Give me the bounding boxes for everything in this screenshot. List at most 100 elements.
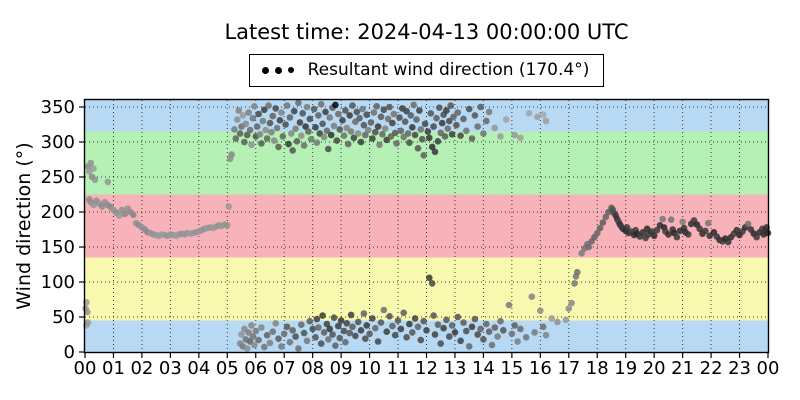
scatter-point bbox=[443, 107, 450, 114]
scatter-point bbox=[322, 108, 329, 116]
scatter-point bbox=[259, 117, 267, 125]
x-tick-label: 15 bbox=[500, 358, 523, 379]
scatter-point bbox=[326, 325, 334, 333]
scatter-point bbox=[483, 320, 490, 328]
scatter-point bbox=[335, 110, 342, 118]
scatter-point bbox=[446, 333, 453, 340]
scatter-point bbox=[347, 311, 355, 319]
scatter-point bbox=[380, 306, 388, 314]
scatter-point bbox=[418, 135, 426, 143]
scatter-point bbox=[362, 131, 369, 139]
scatter-point bbox=[87, 159, 94, 167]
scatter-point bbox=[84, 319, 92, 326]
scatter-point bbox=[659, 215, 666, 223]
scatter-point bbox=[236, 130, 244, 137]
scatter-point bbox=[426, 134, 433, 142]
scatter-point bbox=[269, 328, 277, 336]
scatter-point bbox=[428, 143, 436, 151]
scatter-point bbox=[269, 112, 277, 120]
scatter-point bbox=[225, 203, 232, 210]
scatter-point bbox=[468, 135, 476, 142]
scatter-point bbox=[283, 323, 291, 331]
scatter-point bbox=[448, 322, 456, 329]
scatter-point bbox=[411, 315, 419, 322]
scatter-point bbox=[389, 322, 396, 330]
scatter-point bbox=[380, 106, 388, 114]
scatter-point bbox=[360, 121, 368, 129]
scatter-point bbox=[514, 338, 521, 345]
scatter-point bbox=[578, 250, 585, 257]
scatter-point bbox=[306, 115, 314, 123]
scatter-point bbox=[243, 131, 251, 139]
chart-title: Latest time: 2024-04-13 00:00:00 UTC bbox=[224, 20, 629, 44]
scatter-point bbox=[491, 324, 499, 331]
scatter-point bbox=[249, 114, 257, 122]
scatter-point bbox=[528, 293, 536, 301]
scatter-point bbox=[386, 313, 393, 320]
scatter-point bbox=[234, 116, 241, 123]
scatter-point bbox=[91, 176, 99, 184]
scatter-point bbox=[679, 218, 686, 226]
scatter-point bbox=[275, 335, 282, 343]
x-tick-label: 10 bbox=[358, 358, 381, 379]
scatter-point bbox=[377, 113, 385, 121]
scatter-point bbox=[353, 108, 361, 116]
scatter-point bbox=[390, 110, 398, 118]
scatter-point bbox=[319, 120, 326, 128]
scatter-point bbox=[325, 145, 332, 153]
scatter-point bbox=[317, 340, 325, 347]
legend: Resultant wind direction (170.4°) bbox=[85, 54, 768, 87]
scatter-point bbox=[485, 328, 493, 336]
scatter-point bbox=[404, 130, 412, 137]
scatter-point bbox=[491, 124, 499, 132]
scatter-point bbox=[511, 322, 518, 329]
scatter-point bbox=[406, 139, 413, 146]
scatter-point bbox=[272, 105, 280, 112]
scatter-point bbox=[255, 110, 262, 118]
scatter-point bbox=[444, 125, 452, 132]
scatter-point bbox=[289, 327, 297, 334]
scatter-point bbox=[329, 331, 336, 338]
scatter-point bbox=[286, 114, 294, 121]
scatter-point bbox=[298, 132, 305, 139]
scatter-point bbox=[426, 274, 433, 282]
scatter-point bbox=[497, 133, 504, 140]
scatter-point bbox=[502, 116, 510, 123]
scatter-point bbox=[300, 329, 308, 337]
x-tick-label: 06 bbox=[244, 358, 267, 379]
x-tick-label: 04 bbox=[187, 358, 210, 379]
scatter-point bbox=[357, 327, 365, 334]
scatter-point bbox=[313, 139, 321, 146]
scatter-point bbox=[403, 107, 410, 115]
scatter-point bbox=[352, 332, 359, 340]
scatter-point bbox=[340, 132, 348, 139]
scatter-point bbox=[565, 305, 573, 312]
scatter-point bbox=[235, 107, 242, 114]
x-tick-label: 23 bbox=[728, 358, 751, 379]
scatter-point bbox=[465, 343, 473, 350]
x-tick-label: 02 bbox=[130, 358, 153, 379]
scatter-point bbox=[283, 102, 291, 109]
scatter-point bbox=[401, 118, 409, 125]
scatter-point bbox=[394, 317, 402, 324]
scatter-point bbox=[471, 315, 479, 323]
scatter-point bbox=[373, 103, 381, 110]
scatter-point bbox=[282, 121, 289, 128]
y-tick-label: 250 bbox=[41, 167, 75, 188]
scatter-point bbox=[391, 331, 399, 339]
scatter-point bbox=[372, 128, 379, 136]
scatter-point bbox=[451, 329, 459, 336]
x-tick-label: 12 bbox=[415, 358, 438, 379]
scatter-point bbox=[323, 127, 331, 135]
scatter-point bbox=[245, 109, 252, 116]
scatter-point bbox=[121, 210, 129, 218]
scatter-point bbox=[534, 113, 541, 121]
scatter-point bbox=[420, 317, 428, 325]
scatter-point bbox=[430, 123, 437, 130]
scatter-point bbox=[667, 216, 675, 223]
scatter-point bbox=[447, 102, 455, 109]
scatter-point bbox=[310, 105, 318, 113]
scatter-point bbox=[242, 120, 250, 128]
scatter-point bbox=[568, 299, 575, 307]
